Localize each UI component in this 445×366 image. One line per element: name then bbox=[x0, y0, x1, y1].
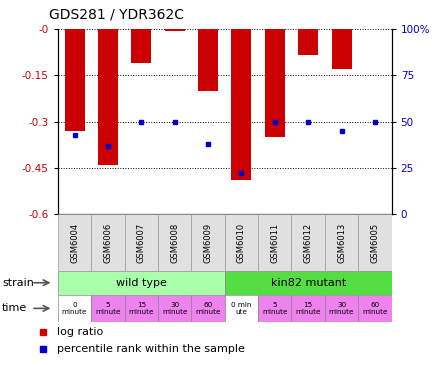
Text: 15
minute: 15 minute bbox=[295, 302, 321, 315]
Text: 30
minute: 30 minute bbox=[329, 302, 354, 315]
Bar bbox=[225, 214, 258, 271]
Bar bbox=[225, 271, 392, 295]
Text: GSM6005: GSM6005 bbox=[370, 223, 380, 262]
Text: GSM6004: GSM6004 bbox=[70, 223, 79, 262]
Text: 5
minute: 5 minute bbox=[262, 302, 287, 315]
Bar bbox=[191, 295, 225, 322]
Text: 15
minute: 15 minute bbox=[129, 302, 154, 315]
Text: strain: strain bbox=[2, 278, 34, 288]
Text: GSM6010: GSM6010 bbox=[237, 223, 246, 262]
Text: GSM6011: GSM6011 bbox=[270, 223, 279, 262]
Bar bbox=[165, 29, 185, 31]
Bar bbox=[191, 214, 225, 271]
Bar bbox=[298, 29, 318, 56]
Text: 30
minute: 30 minute bbox=[162, 302, 187, 315]
Text: GSM6012: GSM6012 bbox=[303, 223, 313, 262]
Bar bbox=[231, 29, 251, 180]
Bar bbox=[258, 295, 291, 322]
Text: GSM6008: GSM6008 bbox=[170, 223, 179, 262]
Text: 60
minute: 60 minute bbox=[195, 302, 221, 315]
Bar bbox=[125, 295, 158, 322]
Bar bbox=[332, 29, 352, 69]
Text: GDS281 / YDR362C: GDS281 / YDR362C bbox=[49, 8, 184, 22]
Text: GSM6006: GSM6006 bbox=[103, 223, 113, 262]
Bar bbox=[125, 214, 158, 271]
Bar bbox=[158, 214, 191, 271]
Bar bbox=[58, 271, 225, 295]
Bar bbox=[325, 295, 358, 322]
Text: 0 min
ute: 0 min ute bbox=[231, 302, 251, 315]
Bar bbox=[225, 295, 258, 322]
Text: percentile rank within the sample: percentile rank within the sample bbox=[57, 344, 245, 354]
Bar bbox=[291, 295, 325, 322]
Bar bbox=[131, 29, 151, 63]
Bar bbox=[58, 295, 91, 322]
Bar bbox=[358, 295, 392, 322]
Bar bbox=[91, 214, 125, 271]
Bar bbox=[98, 29, 118, 165]
Bar bbox=[65, 29, 85, 131]
Text: wild type: wild type bbox=[116, 278, 167, 288]
Text: time: time bbox=[2, 303, 28, 313]
Bar bbox=[198, 29, 218, 91]
Bar bbox=[265, 29, 285, 137]
Text: log ratio: log ratio bbox=[57, 327, 103, 337]
Text: GSM6013: GSM6013 bbox=[337, 223, 346, 262]
Bar bbox=[258, 214, 291, 271]
Text: 0
minute: 0 minute bbox=[62, 302, 87, 315]
Bar bbox=[58, 214, 91, 271]
Bar bbox=[91, 295, 125, 322]
Bar bbox=[158, 295, 191, 322]
Text: kin82 mutant: kin82 mutant bbox=[271, 278, 346, 288]
Bar bbox=[291, 214, 325, 271]
Text: 60
minute: 60 minute bbox=[362, 302, 388, 315]
Text: GSM6007: GSM6007 bbox=[137, 223, 146, 262]
Bar bbox=[325, 214, 358, 271]
Bar bbox=[358, 214, 392, 271]
Text: GSM6009: GSM6009 bbox=[203, 223, 213, 262]
Text: 5
minute: 5 minute bbox=[95, 302, 121, 315]
